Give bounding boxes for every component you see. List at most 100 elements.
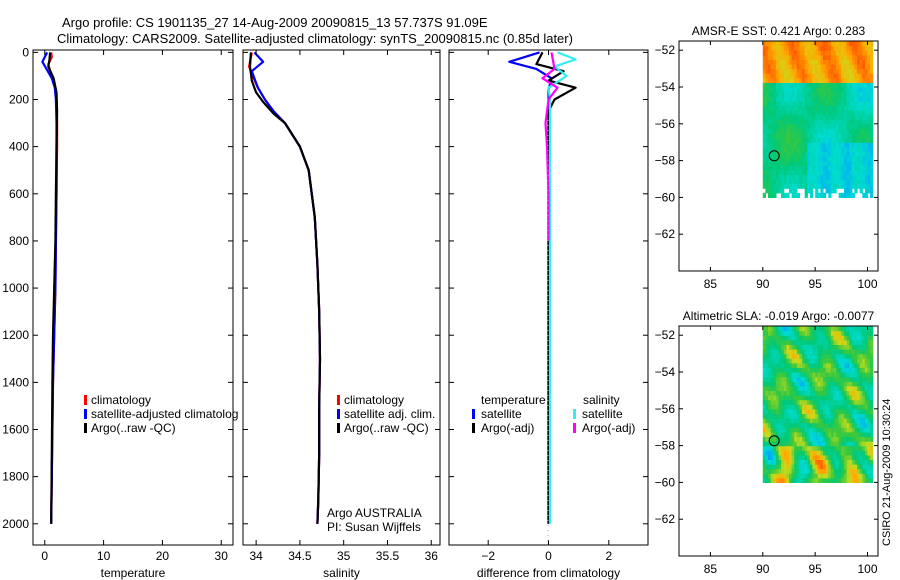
sst-cell [823,151,827,157]
sla-cell [825,381,829,387]
sst-cell [851,156,855,162]
sst-cell [833,64,837,70]
sla-cell [817,395,821,401]
sst-cell [836,160,840,166]
sla-cell [786,385,790,391]
sla-cell [799,326,803,332]
sst-cell [870,156,874,162]
sst-cell [857,54,861,60]
sst-cell [870,151,874,157]
sla-cell [791,454,795,460]
sla-cell [862,441,866,447]
sst-cell [833,41,837,47]
sla-cell [796,358,800,364]
sst-cell [828,142,832,148]
sst-cell [849,59,853,65]
sst-cell [830,50,835,56]
sst-cell [859,96,863,102]
sla-cell [838,395,842,401]
sst-cell [851,165,855,171]
sla-cell [862,431,866,437]
sst-cell [778,123,782,129]
sla-cell [825,422,829,428]
sla-cell [851,335,855,341]
sst-cell [849,87,853,93]
sla-cell [849,344,853,350]
sla-cell [762,353,766,359]
sst-cell [815,192,819,198]
sst-cell [859,151,863,157]
sst-cell [807,64,811,70]
sla-cell [846,353,850,359]
sst-cell [812,142,816,148]
sla-cell [859,454,863,460]
sst-cell [841,64,845,70]
sla-cell [804,459,808,465]
sst-cell [841,165,845,171]
sla-cell [828,431,832,437]
sla-cell [828,326,832,332]
sla-cell [833,326,837,332]
sla-cell [789,385,793,391]
sla-cell [815,431,819,437]
sla-cell [833,385,837,391]
sst-cell [830,96,835,102]
sla-cell [804,427,808,433]
sst-cell [815,137,819,143]
sst-cell [794,179,798,185]
sla-cell [794,385,798,391]
sst-cell [820,119,824,125]
sst-cell [867,50,871,56]
sst-cell [773,133,777,139]
sla-cell [791,473,795,479]
sst-cell [846,192,850,198]
sst-cell [867,188,871,194]
sla-cell [820,431,824,437]
sst-cell [791,119,795,125]
sst-cell [836,146,840,152]
sst-cell [799,82,803,88]
sst-cell [870,100,874,106]
sst-cell [864,174,869,180]
sst-cell [849,151,853,157]
sla-cell [812,459,816,465]
sst-cell [838,110,842,116]
sla-cell [807,399,811,405]
sst-cell [867,45,871,51]
sst-cell [836,45,840,51]
sst-cell [849,192,853,198]
sla-cell [849,358,853,364]
sla-cell [823,372,827,378]
sla-cell [846,418,850,424]
sla-cell [815,381,819,387]
sla-cell [804,454,808,460]
sst-cell [849,174,853,180]
sst-cell [775,64,780,70]
sla-cell [844,427,848,433]
sla-cell [833,381,837,387]
sla-cell [775,358,780,364]
sst-cell [807,137,811,143]
sla-cell [783,473,787,479]
sla-cell [828,385,832,391]
sst-cell [859,160,863,166]
sst-cell [809,128,814,134]
sst-cell [804,105,808,111]
sst-cell [775,110,780,116]
sla-cell [812,381,816,387]
sla-cell [833,367,837,373]
sst-cell [851,87,855,93]
sst-cell [823,91,827,97]
sla-cell [765,335,769,341]
sst-cell [781,119,785,125]
sla-cell [844,436,848,442]
sla-cell [768,459,772,465]
sst-cell [867,114,871,120]
sst-cell [789,183,793,189]
sla-cell [789,381,793,387]
figure-title-line2: Climatology: CARS2009. Satellite-adjuste… [57,31,573,46]
sla-cell [775,381,780,387]
sla-cell [828,427,832,433]
sla-cell [854,353,858,359]
sla-cell [862,399,866,405]
